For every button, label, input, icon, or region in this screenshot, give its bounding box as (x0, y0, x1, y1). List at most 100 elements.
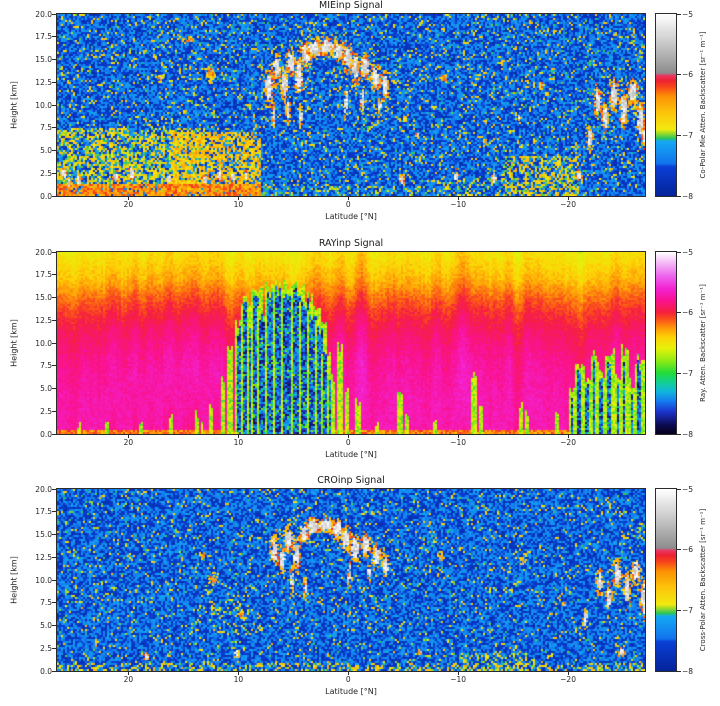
y-tick-label: 0.0 (40, 191, 52, 201)
y-tick-label: 7.5 (40, 598, 52, 608)
y-tick-label: 5.0 (40, 621, 52, 630)
tick-mark (677, 251, 681, 253)
y-tick-label: 10.0 (35, 575, 52, 585)
tick-mark (677, 488, 681, 490)
tick-mark (677, 134, 681, 136)
y-tick-label: 12.5 (35, 315, 52, 325)
x-tick-label: 20 (123, 438, 134, 447)
tick-mark (52, 36, 56, 38)
x-tick-label: 0 (345, 675, 351, 684)
tick-mark (52, 388, 56, 389)
tick-mark (52, 670, 56, 672)
colorbar (656, 489, 676, 671)
x-tick-label: 10 (233, 200, 244, 209)
tick-mark (52, 172, 56, 174)
tick-mark (52, 488, 56, 490)
tick-mark (347, 434, 349, 438)
y-tick-label: 0.0 (40, 429, 52, 439)
colorbar-tick-label: −6 (682, 545, 694, 555)
heatmap-canvas (57, 489, 645, 671)
colorbar (656, 252, 676, 434)
colorbar-tick-label: −5 (682, 484, 694, 494)
tick-mark (52, 647, 56, 649)
y-tick-label: 10.0 (35, 338, 52, 348)
panel-title: MIEinp Signal (319, 0, 383, 11)
tick-mark (52, 342, 56, 344)
colorbar-label: Co-Polar Mie Atten. Backscatter [sr⁻¹ m⁻… (699, 31, 707, 179)
colorbar-tick-label: −7 (682, 605, 694, 615)
colorbar-tick-label: −6 (682, 70, 694, 80)
tick-mark (237, 434, 239, 438)
tick-mark (52, 251, 56, 253)
y-tick-label: 17.5 (35, 270, 52, 280)
tick-mark (237, 196, 239, 200)
tick-mark (52, 59, 56, 60)
y-tick-label: 5.0 (40, 146, 52, 155)
x-axis-label: Latitude [°N] (325, 212, 377, 221)
y-tick-label: 12.5 (35, 552, 52, 562)
colorbar-label: Cross-Polar Atten. Backscatter [sr⁻¹ m⁻¹… (699, 508, 707, 652)
tick-mark (457, 196, 459, 200)
x-tick-label: 20 (123, 200, 134, 209)
chart-panel-ray: RAYinp Signal Height [km] 20.0 17.5 15.0 12… (0, 238, 720, 459)
tick-mark (677, 549, 681, 551)
tick-mark (52, 625, 56, 626)
y-tick-label: 0.0 (40, 666, 52, 676)
tick-mark (457, 671, 459, 675)
tick-mark (52, 579, 56, 581)
tick-mark (127, 671, 129, 675)
tick-mark (52, 150, 56, 151)
colorbar-tick-label: −6 (682, 308, 694, 318)
colorbar-tick-label: −5 (682, 9, 694, 19)
x-tick-label: −20 (560, 675, 576, 684)
tick-mark (677, 670, 681, 672)
tick-mark (677, 433, 681, 435)
y-tick-label: 15.0 (35, 530, 52, 539)
chart-panel-mie: MIEinp Signal Height [km] 20.0 17.5 15.0 12… (0, 0, 720, 221)
colorbar (656, 14, 676, 196)
colorbar-tick-label: −8 (682, 666, 694, 676)
tick-mark (677, 195, 681, 197)
tick-mark (52, 127, 56, 129)
y-tick-label: 17.5 (35, 32, 52, 42)
colorbar-tick-label: −8 (682, 191, 694, 201)
tick-mark (52, 104, 56, 106)
heatmap-canvas (57, 14, 645, 196)
tick-mark (52, 274, 56, 276)
y-tick-label: 15.0 (35, 293, 52, 302)
panel-title: RAYinp Signal (318, 238, 384, 249)
tick-mark (567, 196, 569, 200)
y-tick-label: 7.5 (40, 123, 52, 133)
y-tick-label: 12.5 (35, 77, 52, 87)
tick-mark (347, 196, 349, 200)
x-tick-label: −10 (450, 438, 467, 447)
tick-mark (52, 13, 56, 15)
tick-mark (52, 556, 56, 558)
x-tick-label: −10 (450, 675, 467, 684)
tick-mark (52, 410, 56, 412)
tick-mark (52, 319, 56, 321)
colorbar-tick-label: −7 (682, 368, 694, 378)
y-tick-label: 2.5 (40, 406, 52, 416)
colorbar-label: Ray. Atten. Backscatter [sr⁻¹ m⁻¹] (699, 284, 707, 402)
x-tick-label: 0 (345, 438, 351, 447)
tick-mark (677, 74, 681, 76)
y-tick-label: 20.0 (35, 484, 52, 494)
x-tick-label: −10 (450, 200, 467, 209)
x-tick-label: 10 (233, 675, 244, 684)
tick-mark (52, 534, 56, 535)
tick-mark (677, 312, 681, 314)
y-tick-label: 20.0 (35, 9, 52, 19)
tick-mark (567, 671, 569, 675)
tick-mark (127, 196, 129, 200)
x-tick-label: 0 (345, 200, 351, 209)
chart-panel-cro: CROinp Signal Height [km] 20.0 17.5 15.0 12… (0, 475, 720, 696)
x-tick-label: −20 (560, 200, 576, 209)
y-tick-label: 2.5 (40, 643, 52, 653)
y-tick-label: 10.0 (35, 100, 52, 110)
tick-mark (52, 511, 56, 513)
tick-mark (127, 434, 129, 438)
y-tick-label: 7.5 (40, 361, 52, 371)
tick-mark (52, 365, 56, 367)
